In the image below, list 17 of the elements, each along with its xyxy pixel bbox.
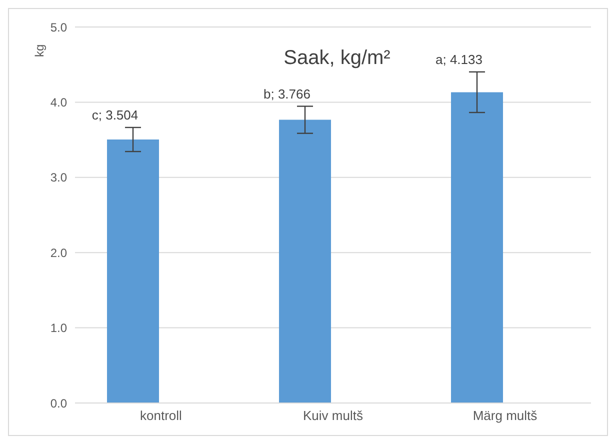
y-tick-label: 5.0 bbox=[50, 20, 68, 34]
y-tick-label: 1.0 bbox=[50, 321, 68, 336]
x-tick-label: Kuiv multš bbox=[303, 408, 364, 424]
data-label: a; 4.133 bbox=[436, 52, 482, 67]
x-tick-label: Märg multš bbox=[472, 408, 538, 424]
data-label: b; 3.766 bbox=[264, 86, 310, 102]
y-tick-label: 3.0 bbox=[50, 170, 68, 185]
y-tick-label: 2.0 bbox=[50, 246, 68, 260]
bar bbox=[279, 120, 331, 403]
bar bbox=[451, 92, 503, 403]
y-tick-label: 0.0 bbox=[50, 396, 68, 410]
data-label: c; 3.504 bbox=[92, 107, 138, 122]
y-axis-title: kg bbox=[32, 44, 47, 57]
x-tick-label: kontroll bbox=[140, 408, 182, 424]
bar bbox=[107, 140, 159, 403]
y-tick-label: 4.0 bbox=[50, 95, 68, 110]
text: Saak, kg/m² bbox=[284, 47, 391, 69]
